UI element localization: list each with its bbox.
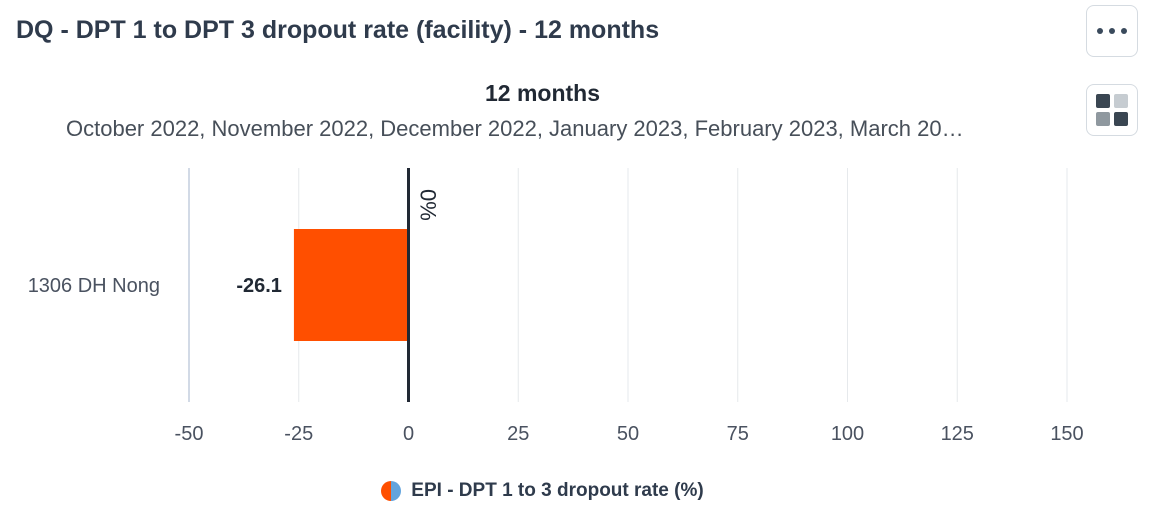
x-tick-label: 50 (617, 423, 639, 445)
x-tick-label: 0 (403, 423, 414, 445)
more-horizontal-icon (1097, 28, 1127, 34)
chart-title: 12 months (484, 80, 601, 106)
bar-chart: -50 -25 0 25 50 75 100 125 150 1306 DH Nong -26.1 0… (28, 168, 1084, 445)
x-tick-label: -50 (175, 423, 204, 445)
data-label: -26.1 (236, 275, 282, 297)
reference-line-label: 0% (416, 189, 441, 221)
x-tick-label: 75 (727, 423, 749, 445)
grid-layout-icon (1096, 94, 1128, 126)
x-tick-label: 150 (1050, 423, 1083, 445)
category-label: 1306 DH Nong (28, 275, 160, 297)
layout-toggle-button[interactable] (1086, 84, 1138, 136)
legend-swatch-primary (381, 481, 392, 501)
x-tick-label: 100 (831, 423, 864, 445)
legend-swatch-icon (381, 481, 402, 501)
chart-legend[interactable]: EPI - DPT 1 to 3 dropout rate (%) (0, 480, 1085, 502)
x-tick-label: -25 (284, 423, 313, 445)
x-tick-label: 25 (507, 423, 529, 445)
x-tick-label: 125 (941, 423, 974, 445)
legend-label: EPI - DPT 1 to 3 dropout rate (%) (411, 480, 704, 501)
chart-card-title: DQ - DPT 1 to DPT 3 dropout rate (facili… (16, 16, 660, 44)
more-options-button[interactable] (1086, 5, 1138, 57)
legend-swatch-secondary (391, 481, 402, 501)
bar (293, 229, 409, 341)
